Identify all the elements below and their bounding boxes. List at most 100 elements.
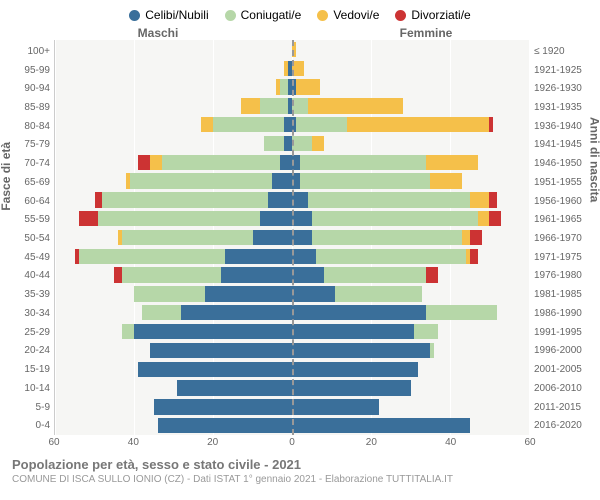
birth-tick: 1981-1985 [534,285,588,304]
x-tick: 60 [48,437,59,448]
segment [292,305,426,320]
male-bar [55,211,292,226]
y-axis-right-label: Anni di nascita [587,116,600,201]
segment [292,192,308,207]
segment [430,343,434,358]
birth-tick: 1986-1990 [534,304,588,323]
segment [162,155,281,170]
legend-label: Vedovi/e [333,8,379,22]
male-bar [55,61,292,76]
age-tick: 0-4 [12,416,50,435]
x-axis: 6040200204060 [12,437,588,451]
birth-tick: 2001-2005 [534,360,588,379]
bar-row [55,360,529,379]
age-tick: 45-49 [12,248,50,267]
segment [292,399,379,414]
x-tick: 20 [366,437,377,448]
segment [264,136,284,151]
bar-row [55,191,529,210]
legend-dot-icon [317,10,328,21]
segment [292,418,470,433]
segment [138,155,150,170]
age-tick: 30-34 [12,304,50,323]
birth-tick: 1921-1925 [534,61,588,80]
segment [292,249,316,264]
x-tick: 20 [207,437,218,448]
female-bar [292,230,529,245]
male-bar [55,117,292,132]
segment [177,380,292,395]
female-bar [292,173,529,188]
header-male: Maschi [54,26,292,40]
legend-label: Coniugati/e [241,8,302,22]
segment [470,230,482,245]
x-tick: 0 [289,437,295,448]
age-tick: 35-39 [12,285,50,304]
segment [292,42,296,57]
bar-row [55,379,529,398]
male-bar [55,98,292,113]
female-bar [292,418,529,433]
x-tick: 40 [128,437,139,448]
segment [470,192,490,207]
segment [292,155,300,170]
y-axis-left-label: Fasce di età [0,141,13,210]
segment [280,155,292,170]
male-bar [55,324,292,339]
segment [308,192,470,207]
age-tick: 20-24 [12,342,50,361]
age-tick: 15-19 [12,360,50,379]
segment [316,249,466,264]
male-bar [55,42,292,57]
female-bar [292,117,529,132]
birth-tick: 1961-1965 [534,210,588,229]
segment [98,211,260,226]
segment [347,117,489,132]
bar-row [55,209,529,228]
segment [260,98,288,113]
segment [150,343,292,358]
age-tick: 50-54 [12,229,50,248]
female-bar [292,211,529,226]
segment [268,192,292,207]
birth-tick: 1926-1930 [534,79,588,98]
female-bar [292,42,529,57]
segment [213,117,284,132]
segment [154,399,292,414]
chart-subtitle: COMUNE DI ISCA SULLO IONIO (CZ) - Dati I… [12,474,588,485]
segment [292,230,312,245]
segment [426,155,477,170]
segment [260,211,292,226]
female-bar [292,61,529,76]
male-bar [55,155,292,170]
bar-row [55,416,529,435]
segment [284,117,292,132]
segment [221,267,292,282]
bar-row [55,78,529,97]
female-bar [292,343,529,358]
age-tick: 60-64 [12,192,50,211]
segment [280,79,288,94]
segment [489,192,497,207]
female-bar [292,98,529,113]
male-bar [55,230,292,245]
segment [79,211,99,226]
female-bar [292,380,529,395]
male-bar [55,136,292,151]
x-ticks: 6040200204060 [54,437,530,451]
birth-tick: ≤ 1920 [534,42,588,61]
chart-title: Popolazione per età, sesso e stato civil… [12,457,588,472]
gridline [529,40,530,435]
bar-row [55,96,529,115]
bar-row [55,341,529,360]
segment [158,418,292,433]
bar-row [55,59,529,78]
age-tick: 85-89 [12,98,50,117]
female-bar [292,324,529,339]
birth-tick: 1966-1970 [534,229,588,248]
female-bar [292,155,529,170]
segment [462,230,470,245]
female-bar [292,305,529,320]
age-tick: 65-69 [12,173,50,192]
bar-row [55,40,529,59]
